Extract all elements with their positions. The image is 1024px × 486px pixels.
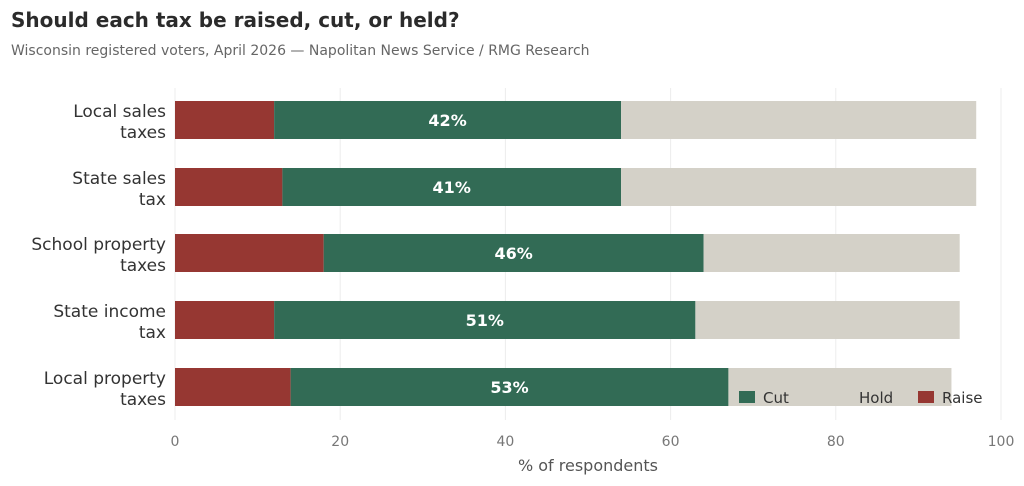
bar-hold-3: [695, 301, 960, 339]
bar-hold-1: [621, 168, 977, 206]
bar-cut-4: [290, 368, 729, 406]
x-tick-label-0: 0: [171, 434, 180, 450]
chart-title: Should each tax be raised, cut, or held?: [11, 8, 460, 32]
category-label-2: School property taxes: [31, 235, 166, 276]
legend-label-hold: Hold: [859, 389, 893, 407]
bar-hold-2: [703, 234, 960, 272]
bar-hold-0: [621, 101, 977, 139]
legend-swatch-hold: [835, 391, 851, 403]
legend-label-raise: Raise: [942, 389, 983, 407]
bar-cut-2: [323, 234, 704, 272]
legend-swatch-raise: [918, 391, 934, 403]
bar-raise-1: [175, 168, 283, 206]
bar-raise-2: [175, 234, 324, 272]
x-tick-label-60: 60: [662, 434, 680, 450]
category-label-3: State income tax: [53, 302, 166, 343]
bar-cut-0: [274, 101, 622, 139]
data-label-cut-1: 41%: [433, 178, 471, 197]
data-label-cut-3: 51%: [466, 311, 504, 330]
category-label-0: Local sales taxes: [73, 102, 166, 143]
chart-subtitle: Wisconsin registered voters, April 2026 …: [11, 43, 590, 59]
bar-raise-3: [175, 301, 275, 339]
data-label-cut-0: 42%: [428, 111, 466, 130]
x-tick-label-40: 40: [496, 434, 514, 450]
category-label-1: State sales tax: [72, 169, 166, 210]
x-tick-label-20: 20: [331, 434, 349, 450]
bar-cut-3: [274, 301, 696, 339]
category-label-4: Local property taxes: [44, 369, 166, 410]
bar-cut-1: [282, 168, 622, 206]
data-label-cut-2: 46%: [495, 244, 533, 263]
bar-raise-4: [175, 368, 291, 406]
x-tick-label-100: 100: [988, 434, 1015, 450]
data-label-cut-4: 53%: [490, 378, 528, 397]
legend-swatch-cut: [739, 391, 755, 403]
x-axis-title: % of respondents: [518, 456, 658, 475]
bar-raise-0: [175, 101, 275, 139]
legend-label-cut: Cut: [763, 389, 789, 407]
x-tick-label-80: 80: [827, 434, 845, 450]
